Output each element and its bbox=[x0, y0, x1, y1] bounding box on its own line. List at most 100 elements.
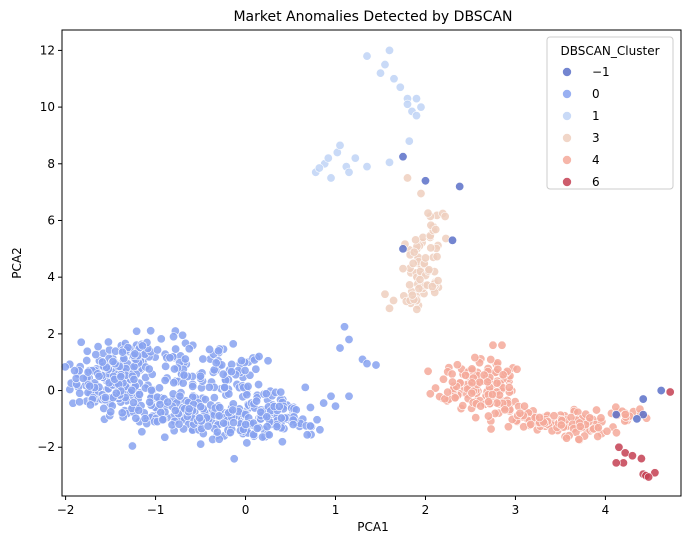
scatter-point bbox=[178, 330, 188, 340]
scatter-point bbox=[433, 276, 443, 286]
legend-label: −1 bbox=[592, 65, 610, 79]
scatter-point bbox=[427, 282, 437, 292]
scatter-point bbox=[91, 350, 101, 360]
scatter-point bbox=[398, 244, 408, 254]
scatter-point bbox=[218, 369, 228, 379]
scatter-point bbox=[426, 243, 436, 253]
scatter-point bbox=[375, 68, 385, 78]
scatter-point bbox=[535, 413, 545, 423]
scatter-point bbox=[220, 382, 230, 392]
scatter-point bbox=[425, 389, 435, 399]
scatter-point bbox=[326, 391, 336, 401]
scatter-point bbox=[431, 383, 441, 393]
scatter-point bbox=[131, 413, 141, 423]
scatter-point bbox=[404, 136, 414, 146]
scatter-point bbox=[326, 173, 336, 183]
scatter-point bbox=[184, 404, 194, 414]
scatter-point bbox=[312, 415, 322, 425]
y-axis-ticks: −2 0 2 4 6 8 10 12 bbox=[37, 43, 62, 454]
scatter-point bbox=[251, 364, 261, 374]
scatter-point bbox=[574, 434, 584, 444]
scatter-point bbox=[443, 387, 453, 397]
scatter-point bbox=[163, 397, 173, 407]
scatter-point bbox=[423, 366, 433, 376]
scatter-point bbox=[614, 442, 624, 452]
x-tick-label: −1 bbox=[147, 503, 165, 517]
scatter-point bbox=[384, 303, 394, 313]
scatter-point bbox=[261, 389, 271, 399]
scatter-point bbox=[450, 393, 460, 403]
scatter-point bbox=[460, 370, 470, 380]
scatter-point bbox=[76, 337, 86, 347]
scatter-point bbox=[421, 253, 431, 263]
x-tick-label: 0 bbox=[242, 503, 250, 517]
scatter-point bbox=[395, 82, 405, 92]
scatter-point bbox=[315, 425, 325, 435]
scatter-point bbox=[169, 364, 179, 374]
scatter-point bbox=[575, 421, 585, 431]
scatter-point bbox=[154, 383, 164, 393]
scatter-point bbox=[288, 419, 298, 429]
scatter-point bbox=[305, 421, 315, 431]
scatter-point bbox=[226, 367, 236, 377]
scatter-point bbox=[70, 366, 80, 376]
scatter-point bbox=[407, 290, 417, 300]
scatter-point bbox=[196, 402, 206, 412]
scatter-point bbox=[408, 258, 418, 268]
scatter-point bbox=[467, 388, 477, 398]
scatter-point bbox=[409, 247, 419, 257]
y-tick-label: 8 bbox=[47, 157, 55, 171]
scatter-point bbox=[440, 211, 450, 221]
scatter-point bbox=[416, 102, 426, 112]
x-axis-label: PCA1 bbox=[357, 520, 388, 534]
scatter-point bbox=[438, 374, 448, 384]
scatter-point bbox=[215, 402, 225, 412]
scatter-point bbox=[512, 364, 522, 374]
scatter-point bbox=[262, 422, 272, 432]
scatter-point bbox=[549, 411, 559, 421]
scatter-point bbox=[362, 162, 372, 172]
legend-marker bbox=[562, 155, 572, 165]
legend-title: DBSCAN_Cluster bbox=[560, 44, 659, 58]
scatter-point bbox=[111, 388, 121, 398]
scatter-point bbox=[458, 401, 468, 411]
x-tick-label: 4 bbox=[602, 503, 610, 517]
scatter-point bbox=[344, 167, 354, 177]
scatter-point bbox=[103, 337, 113, 347]
scatter-point bbox=[174, 419, 184, 429]
scatter-point bbox=[225, 428, 235, 438]
scatter-point bbox=[411, 94, 421, 104]
scatter-point bbox=[452, 360, 462, 370]
scatter-point bbox=[205, 344, 215, 354]
scatter-point bbox=[252, 423, 262, 433]
scatter-point bbox=[209, 393, 219, 403]
scatter-point bbox=[344, 335, 354, 345]
scatter-point bbox=[602, 426, 612, 436]
legend-marker bbox=[562, 177, 572, 187]
scatter-point bbox=[160, 432, 170, 442]
scatter-point bbox=[431, 225, 441, 235]
legend: DBSCAN_Cluster −1 0 1 3 4 6 bbox=[546, 36, 674, 190]
scatter-point bbox=[467, 364, 477, 374]
scatter-point bbox=[241, 419, 251, 429]
scatter-point bbox=[171, 344, 181, 354]
scatter-point bbox=[175, 391, 185, 401]
scatter-point bbox=[488, 340, 498, 350]
scatter-point bbox=[350, 153, 360, 163]
scatter-point bbox=[85, 381, 95, 391]
scatter-point bbox=[127, 441, 137, 451]
scatter-point bbox=[487, 389, 497, 399]
chart-title: Market Anomalies Detected by DBSCAN bbox=[233, 9, 512, 25]
scatter-point bbox=[475, 377, 485, 387]
scatter-point bbox=[146, 326, 156, 336]
scatter-point bbox=[398, 264, 408, 274]
scatter-point bbox=[211, 358, 221, 368]
scatter-point bbox=[398, 152, 408, 162]
scatter-point bbox=[362, 359, 372, 369]
scatter-point bbox=[650, 468, 660, 478]
scatter-point bbox=[158, 415, 168, 425]
scatter-point bbox=[214, 346, 224, 356]
scatter-point bbox=[219, 418, 229, 428]
scatter-point bbox=[414, 284, 424, 294]
scatter-point bbox=[214, 411, 224, 421]
